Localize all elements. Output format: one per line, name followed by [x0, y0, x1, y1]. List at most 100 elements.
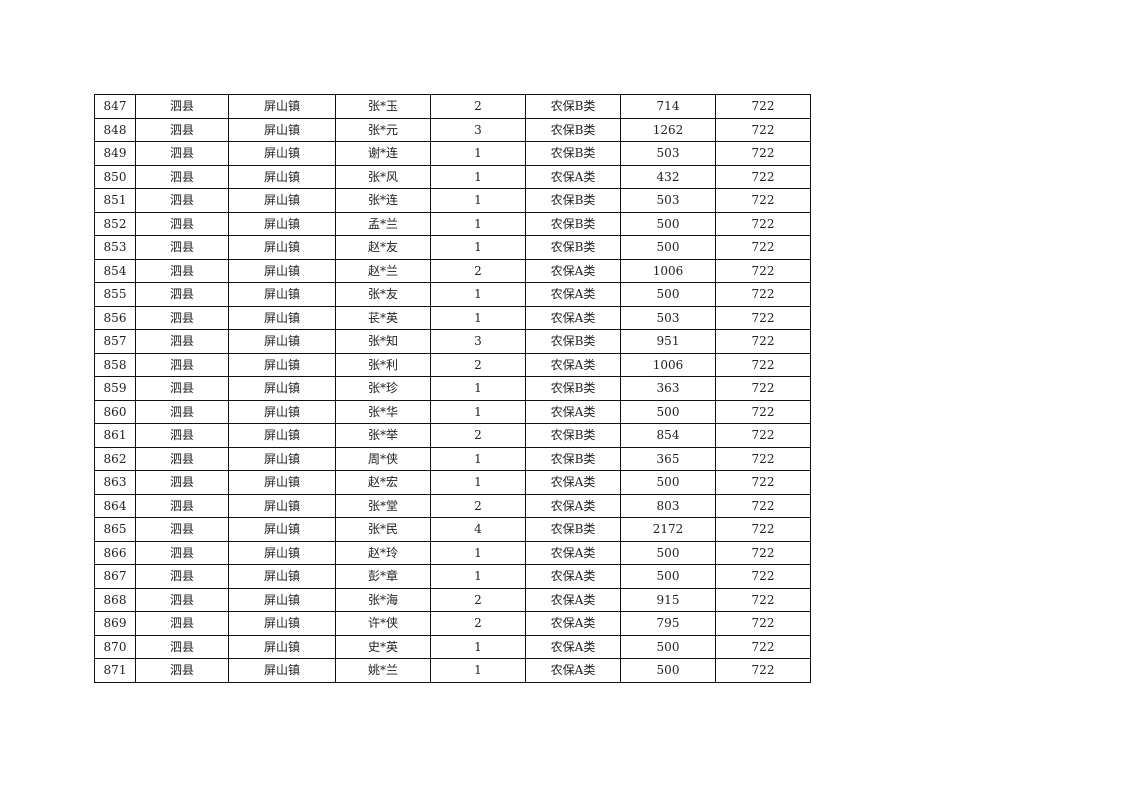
cell-town: 屏山镇: [228, 517, 336, 542]
cell-category: 农保B类: [525, 117, 621, 142]
cell-county: 泗县: [135, 117, 229, 142]
cell-row-number: 864: [94, 493, 136, 518]
table-row: 849 泗县 屏山镇 谢*连 1 农保B类 503 722: [94, 141, 811, 166]
cell-amount: 500: [620, 634, 716, 659]
cell-county: 泗县: [135, 164, 229, 189]
cell-row-number: 870: [94, 634, 136, 659]
cell-amount: 500: [620, 658, 716, 683]
table-row: 857 泗县 屏山镇 张*知 3 农保B类 951 722: [94, 329, 811, 354]
cell-name: 张*民: [335, 517, 431, 542]
cell-row-number: 848: [94, 117, 136, 142]
cell-household-size: 1: [430, 235, 526, 260]
cell-town: 屏山镇: [228, 94, 336, 119]
cell-amount: 503: [620, 305, 716, 330]
cell-row-number: 850: [94, 164, 136, 189]
cell-standard: 722: [715, 211, 811, 236]
cell-household-size: 1: [430, 188, 526, 213]
cell-household-size: 1: [430, 164, 526, 189]
cell-category: 农保B类: [525, 94, 621, 119]
cell-name: 苌*英: [335, 305, 431, 330]
table-row: 871 泗县 屏山镇 姚*兰 1 农保A类 500 722: [94, 658, 811, 683]
cell-standard: 722: [715, 446, 811, 471]
cell-standard: 722: [715, 164, 811, 189]
table-row: 853 泗县 屏山镇 赵*友 1 农保B类 500 722: [94, 235, 811, 260]
cell-row-number: 862: [94, 446, 136, 471]
cell-category: 农保B类: [525, 211, 621, 236]
cell-name: 张*举: [335, 423, 431, 448]
cell-category: 农保B类: [525, 141, 621, 166]
cell-town: 屏山镇: [228, 329, 336, 354]
cell-county: 泗县: [135, 258, 229, 283]
cell-standard: 722: [715, 235, 811, 260]
cell-household-size: 1: [430, 282, 526, 307]
cell-row-number: 868: [94, 587, 136, 612]
cell-standard: 722: [715, 94, 811, 119]
cell-standard: 722: [715, 587, 811, 612]
cell-household-size: 1: [430, 540, 526, 565]
table-row: 870 泗县 屏山镇 史*英 1 农保A类 500 722: [94, 634, 811, 659]
table-row: 850 泗县 屏山镇 张*风 1 农保A类 432 722: [94, 164, 811, 189]
cell-town: 屏山镇: [228, 141, 336, 166]
cell-amount: 854: [620, 423, 716, 448]
cell-category: 农保B类: [525, 235, 621, 260]
cell-amount: 500: [620, 540, 716, 565]
cell-amount: 915: [620, 587, 716, 612]
cell-household-size: 1: [430, 634, 526, 659]
cell-standard: 722: [715, 117, 811, 142]
cell-row-number: 847: [94, 94, 136, 119]
cell-household-size: 3: [430, 329, 526, 354]
cell-standard: 722: [715, 658, 811, 683]
table-row: 848 泗县 屏山镇 张*元 3 农保B类 1262 722: [94, 117, 811, 142]
cell-category: 农保A类: [525, 164, 621, 189]
table-row: 863 泗县 屏山镇 赵*宏 1 农保A类 500 722: [94, 470, 811, 495]
cell-town: 屏山镇: [228, 188, 336, 213]
cell-name: 张*玉: [335, 94, 431, 119]
cell-amount: 363: [620, 376, 716, 401]
cell-standard: 722: [715, 540, 811, 565]
cell-household-size: 1: [430, 564, 526, 589]
cell-standard: 722: [715, 423, 811, 448]
cell-name: 张*连: [335, 188, 431, 213]
table-row: 861 泗县 屏山镇 张*举 2 农保B类 854 722: [94, 423, 811, 448]
cell-category: 农保A类: [525, 493, 621, 518]
table-row: 856 泗县 屏山镇 苌*英 1 农保A类 503 722: [94, 305, 811, 330]
cell-amount: 500: [620, 470, 716, 495]
cell-household-size: 1: [430, 211, 526, 236]
table-row: 867 泗县 屏山镇 彭*章 1 农保A类 500 722: [94, 564, 811, 589]
cell-county: 泗县: [135, 470, 229, 495]
cell-name: 赵*宏: [335, 470, 431, 495]
cell-household-size: 2: [430, 258, 526, 283]
cell-county: 泗县: [135, 376, 229, 401]
cell-category: 农保A类: [525, 587, 621, 612]
cell-county: 泗县: [135, 305, 229, 330]
cell-amount: 432: [620, 164, 716, 189]
cell-standard: 722: [715, 611, 811, 636]
cell-standard: 722: [715, 564, 811, 589]
cell-county: 泗县: [135, 188, 229, 213]
cell-name: 赵*友: [335, 235, 431, 260]
cell-county: 泗县: [135, 399, 229, 424]
cell-town: 屏山镇: [228, 564, 336, 589]
table-row: 851 泗县 屏山镇 张*连 1 农保B类 503 722: [94, 188, 811, 213]
cell-category: 农保B类: [525, 423, 621, 448]
table-row: 864 泗县 屏山镇 张*堂 2 农保A类 803 722: [94, 493, 811, 518]
cell-town: 屏山镇: [228, 470, 336, 495]
cell-category: 农保A类: [525, 282, 621, 307]
cell-town: 屏山镇: [228, 352, 336, 377]
cell-name: 姚*兰: [335, 658, 431, 683]
cell-category: 农保A类: [525, 564, 621, 589]
cell-household-size: 1: [430, 141, 526, 166]
cell-county: 泗县: [135, 634, 229, 659]
cell-name: 张*友: [335, 282, 431, 307]
cell-standard: 722: [715, 188, 811, 213]
cell-standard: 722: [715, 493, 811, 518]
table-row: 847 泗县 屏山镇 张*玉 2 农保B类 714 722: [94, 94, 811, 119]
cell-row-number: 867: [94, 564, 136, 589]
cell-household-size: 1: [430, 470, 526, 495]
cell-town: 屏山镇: [228, 258, 336, 283]
cell-name: 赵*兰: [335, 258, 431, 283]
cell-household-size: 1: [430, 658, 526, 683]
cell-town: 屏山镇: [228, 211, 336, 236]
cell-county: 泗县: [135, 141, 229, 166]
cell-amount: 503: [620, 188, 716, 213]
